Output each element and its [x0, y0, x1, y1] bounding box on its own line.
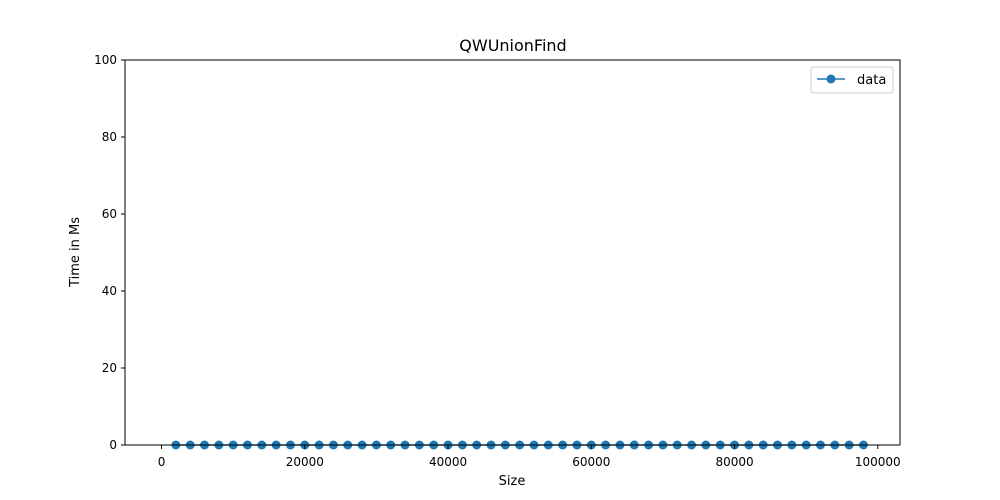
y-tick-label: 0	[109, 438, 117, 452]
x-tick-label: 80000	[715, 455, 753, 469]
y-tick-label: 80	[102, 130, 117, 144]
x-tick-label: 20000	[286, 455, 324, 469]
x-axis-label: Size	[499, 474, 526, 489]
chart-title: QWUnionFind	[459, 36, 566, 55]
y-axis: 0 20 40 60 80 100	[94, 53, 125, 452]
y-tick-label: 20	[102, 361, 117, 375]
x-tick-label: 40000	[429, 455, 467, 469]
legend-box	[810, 66, 894, 94]
y-tick-label: 40	[102, 284, 117, 298]
legend: data	[810, 66, 894, 94]
x-tick-label: 0	[158, 455, 166, 469]
x-tick-label: 100000	[855, 455, 901, 469]
y-axis-label: Time in Ms	[68, 217, 83, 288]
axes-frame	[124, 59, 901, 446]
y-tick-label: 60	[102, 207, 117, 221]
legend-point-marker	[826, 74, 836, 84]
x-axis: 0 20000 40000 60000 80000 100000	[158, 445, 901, 469]
x-tick-label: 60000	[572, 455, 610, 469]
y-tick-label: 100	[94, 53, 117, 67]
legend-label: data	[857, 73, 886, 88]
